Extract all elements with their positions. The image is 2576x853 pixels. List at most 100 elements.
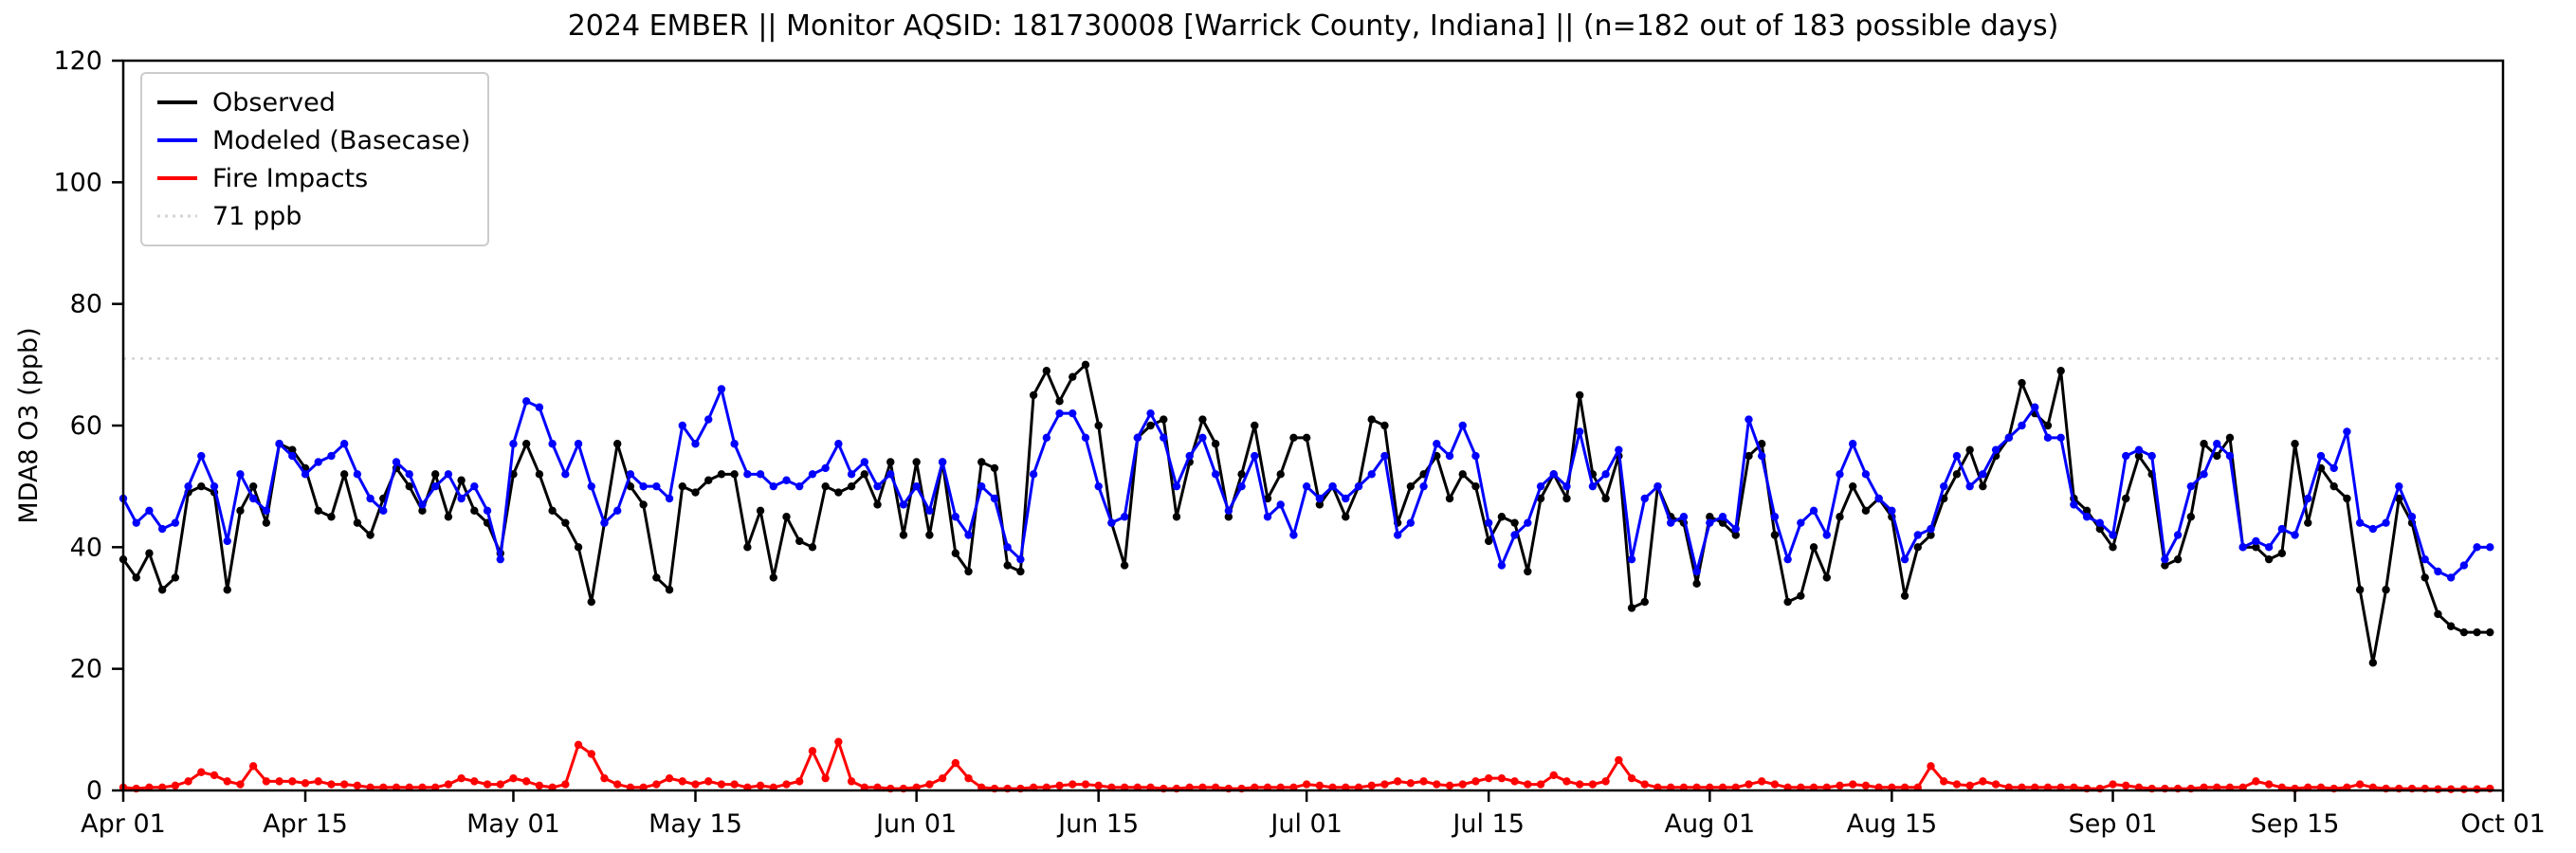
fire-impacts-point bbox=[1965, 781, 1974, 790]
modeled-basecase-point bbox=[2277, 524, 2287, 534]
fire-impacts-point bbox=[652, 780, 661, 789]
fire-impacts-point bbox=[1979, 777, 1987, 786]
modeled-basecase-point bbox=[1524, 518, 1532, 527]
modeled-basecase-point bbox=[587, 481, 595, 491]
fire-impacts-point bbox=[1849, 780, 1857, 789]
modeled-basecase-point bbox=[379, 506, 388, 516]
observed-point bbox=[1081, 360, 1090, 370]
modeled-basecase-point bbox=[1874, 494, 1883, 503]
observed-point bbox=[1160, 415, 1168, 424]
fire-impacts-point bbox=[1458, 780, 1467, 789]
fire-impacts-point bbox=[1406, 779, 1416, 788]
observed-point bbox=[1913, 543, 1922, 552]
modeled-basecase-point bbox=[2147, 451, 2156, 461]
observed-point bbox=[1471, 481, 1480, 491]
observed-point bbox=[886, 458, 895, 466]
observed-point bbox=[2018, 378, 2026, 388]
observed-series bbox=[119, 360, 2494, 667]
observed-line bbox=[121, 363, 2491, 664]
modeled-basecase-point bbox=[2291, 531, 2299, 539]
modeled-basecase-point bbox=[951, 513, 960, 521]
fire-impacts-point bbox=[1510, 777, 1519, 786]
modeled-basecase-point bbox=[1445, 451, 1454, 461]
modeled-basecase-point bbox=[1055, 408, 1064, 418]
fire-impacts-point bbox=[938, 773, 947, 783]
modeled-basecase-point bbox=[730, 440, 739, 448]
modeled-basecase-point bbox=[1510, 531, 1519, 539]
observed-point bbox=[1770, 531, 1780, 539]
modeled-basecase-point bbox=[1160, 433, 1168, 443]
observed-point bbox=[1458, 470, 1467, 479]
observed-point bbox=[1055, 397, 1064, 406]
observed-point bbox=[353, 518, 362, 527]
modeled-basecase-point bbox=[756, 470, 765, 479]
modeled-basecase-point bbox=[1237, 481, 1246, 491]
x-tick-label: Sep 01 bbox=[2069, 809, 2158, 839]
fire-impacts-point bbox=[262, 777, 271, 786]
x-tick-label: Sep 15 bbox=[2251, 809, 2340, 839]
fire-impacts-point bbox=[1433, 780, 1441, 789]
fire-impacts-point bbox=[521, 777, 531, 786]
modeled-basecase-point bbox=[1562, 481, 1571, 491]
modeled-basecase-point bbox=[1836, 470, 1844, 479]
modeled-basecase-point bbox=[2070, 500, 2078, 509]
modeled-basecase-point bbox=[639, 481, 648, 491]
fire-impacts-point bbox=[561, 780, 570, 789]
observed-point bbox=[2082, 506, 2092, 516]
modeled-basecase-point bbox=[2421, 554, 2429, 564]
observed-point bbox=[860, 470, 869, 479]
modeled-basecase-point bbox=[1615, 445, 1623, 454]
modeled-basecase-point bbox=[782, 476, 791, 484]
observed-point bbox=[339, 470, 349, 479]
fire-impacts-point bbox=[574, 740, 583, 750]
observed-point bbox=[873, 500, 882, 509]
modeled-basecase-point bbox=[1809, 506, 1818, 516]
modeled-basecase-point bbox=[1718, 513, 1727, 521]
observed-point bbox=[2264, 554, 2274, 564]
fire-impacts-point bbox=[1588, 780, 1598, 789]
observed-point bbox=[444, 513, 453, 521]
fire-impacts-point bbox=[795, 777, 804, 786]
modeled-basecase-point bbox=[2173, 531, 2183, 539]
x-tick-label: May 15 bbox=[649, 809, 742, 839]
fire-impacts-point bbox=[288, 777, 297, 786]
modeled-basecase-point bbox=[2004, 433, 2013, 443]
fire-impacts-point bbox=[925, 780, 934, 789]
fire-impacts-point bbox=[1094, 781, 1103, 790]
observed-point bbox=[262, 518, 271, 527]
observed-point bbox=[2473, 627, 2481, 637]
observed-point bbox=[430, 470, 440, 479]
modeled-basecase-point bbox=[1900, 554, 1909, 564]
fire-impacts-point bbox=[1484, 773, 1493, 783]
observed-point bbox=[1016, 567, 1025, 576]
observed-point bbox=[1276, 470, 1285, 479]
observed-point bbox=[574, 543, 583, 552]
modeled-basecase-point bbox=[1679, 513, 1689, 521]
observed-point bbox=[1251, 421, 1259, 430]
observed-point bbox=[1510, 518, 1519, 527]
modeled-basecase-point bbox=[2109, 531, 2117, 539]
modeled-basecase-point bbox=[236, 470, 245, 479]
fire-impacts-point bbox=[2122, 781, 2130, 790]
observed-point bbox=[548, 506, 557, 516]
modeled-basecase-point bbox=[197, 451, 206, 461]
observed-point bbox=[743, 543, 752, 552]
fire-impacts-point bbox=[1836, 781, 1844, 790]
observed-point bbox=[834, 488, 843, 497]
modeled-basecase-point bbox=[548, 440, 557, 448]
observed-point bbox=[2134, 451, 2144, 461]
modeled-basecase-point bbox=[483, 506, 492, 516]
fire-impacts-point bbox=[1367, 781, 1376, 790]
fire-impacts-point bbox=[1445, 781, 1454, 790]
fire-impacts-point bbox=[1536, 780, 1545, 789]
modeled-basecase-point bbox=[1380, 451, 1389, 461]
observed-point bbox=[1042, 367, 1051, 375]
legend-label-modeled: Modeled (Basecase) bbox=[212, 125, 471, 155]
observed-point bbox=[236, 506, 245, 516]
observed-point bbox=[405, 481, 413, 491]
modeled-basecase-point bbox=[430, 481, 440, 491]
modeled-basecase-point bbox=[1276, 500, 1285, 509]
observed-point bbox=[535, 470, 544, 479]
fire-impacts-point bbox=[509, 773, 518, 783]
observed-point bbox=[613, 440, 622, 448]
